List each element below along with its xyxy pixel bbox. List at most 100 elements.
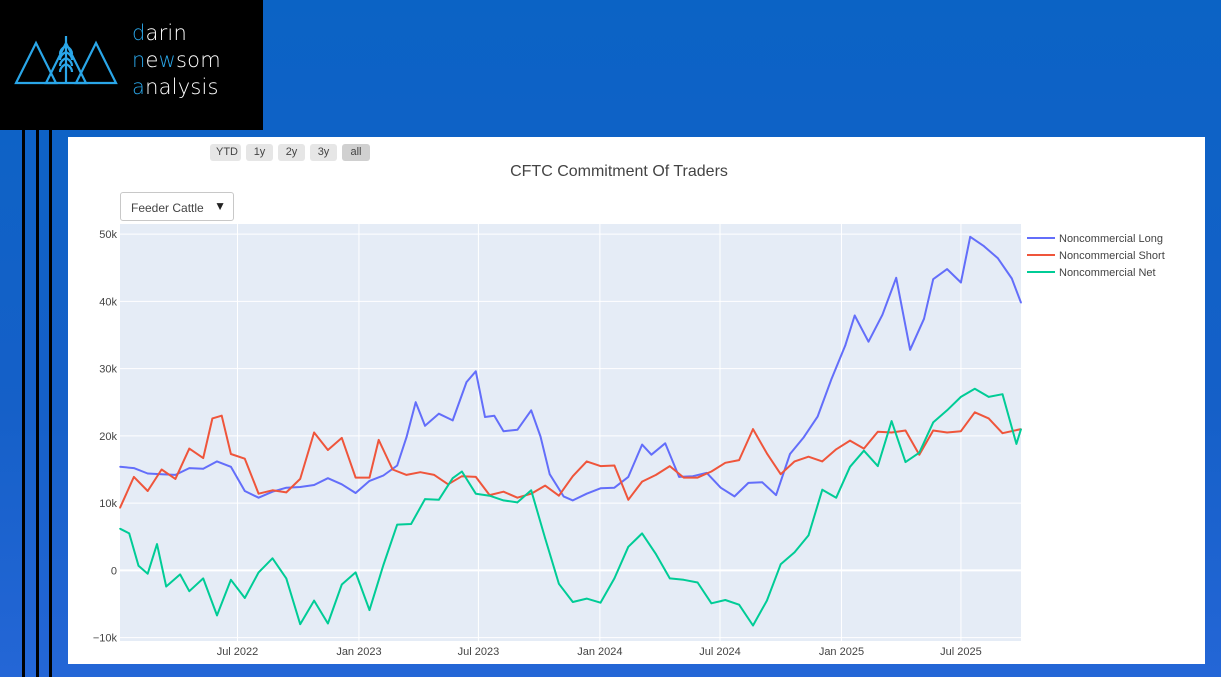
data-point	[243, 597, 246, 599]
data-point	[424, 424, 426, 427]
brand-logo: darin newsom analysis	[0, 0, 263, 130]
data-point	[257, 571, 260, 574]
data-point	[572, 475, 574, 478]
data-point	[156, 543, 158, 545]
data-point	[562, 495, 565, 498]
x-axis: Jul 2022 Jan 2023 Jul 2023 Jan 2024 Jul 2024…	[217, 646, 982, 658]
data-point	[188, 590, 191, 593]
data-point	[863, 447, 865, 450]
data-point	[655, 553, 657, 556]
data-point	[539, 435, 542, 438]
y-tick-label: 10k	[99, 498, 117, 510]
data-point	[544, 537, 546, 539]
legend-item[interactable]: Noncommercial Net	[1027, 267, 1156, 279]
y-tick-label: 50k	[99, 229, 117, 241]
data-point	[946, 409, 948, 412]
data-point	[1020, 428, 1022, 430]
decorative-bar	[22, 130, 25, 677]
data-point	[216, 460, 218, 463]
data-point	[821, 488, 824, 491]
mountain-wheat-icon	[14, 36, 118, 85]
data-point	[474, 492, 477, 495]
data-point	[461, 475, 463, 478]
data-point	[133, 476, 135, 478]
legend[interactable]: Noncommercial Long Noncommercial Short Non…	[1027, 233, 1165, 279]
range-button-3y[interactable]: 3y	[310, 144, 337, 161]
data-point	[327, 622, 329, 625]
data-point	[641, 480, 643, 483]
data-point	[599, 487, 602, 490]
data-point	[313, 599, 315, 602]
data-point	[243, 490, 246, 492]
data-point	[710, 602, 713, 605]
data-point	[803, 436, 805, 439]
data-point	[451, 477, 454, 480]
data-point	[396, 523, 399, 526]
data-point	[544, 484, 546, 487]
data-point	[558, 494, 560, 497]
data-point	[396, 464, 399, 467]
decorative-bar	[36, 130, 39, 677]
data-point	[271, 489, 274, 492]
data-point	[655, 474, 657, 476]
decorative-bar	[49, 130, 52, 677]
data-point	[548, 473, 551, 476]
legend-label: Noncommercial Long	[1059, 233, 1163, 245]
commodity-dropdown[interactable]: Feeder Cattle ▼	[120, 192, 234, 221]
data-point	[257, 492, 260, 495]
data-point	[465, 381, 468, 383]
data-point	[696, 476, 699, 479]
range-button-2y[interactable]: 2y	[278, 144, 305, 161]
data-point	[133, 467, 135, 469]
data-point	[779, 563, 782, 566]
data-point	[243, 457, 246, 460]
data-point	[890, 431, 893, 434]
data-point	[867, 340, 870, 343]
data-point	[876, 431, 879, 433]
data-point	[354, 476, 357, 479]
data-point	[474, 476, 477, 478]
data-point	[599, 601, 602, 604]
chart-title: CFTC Commitment Of Traders	[510, 163, 728, 180]
data-point	[119, 527, 121, 530]
data-point	[405, 436, 408, 439]
data-point	[216, 614, 218, 617]
data-point	[613, 577, 616, 580]
data-point	[516, 496, 519, 499]
data-point	[779, 473, 782, 476]
data-point	[821, 460, 824, 463]
data-point	[627, 498, 630, 501]
data-point	[488, 494, 491, 497]
data-point	[987, 417, 990, 420]
data-point	[585, 492, 588, 495]
data-point	[960, 430, 962, 432]
data-point	[230, 453, 232, 455]
data-point	[368, 476, 371, 479]
x-tick-label: Jul 2024	[699, 646, 741, 658]
data-point	[340, 483, 343, 486]
data-point	[775, 494, 777, 496]
data-point	[669, 577, 671, 580]
data-point	[946, 268, 948, 270]
legend-item[interactable]: Noncommercial Long	[1027, 233, 1163, 245]
data-point	[724, 461, 727, 464]
data-point	[188, 467, 191, 469]
x-tick-label: Jul 2022	[217, 646, 259, 658]
range-button-all[interactable]: all	[342, 144, 370, 161]
data-point	[424, 498, 426, 500]
data-point	[137, 564, 140, 567]
series-2	[119, 411, 1022, 509]
range-button-1y[interactable]: 1y	[246, 144, 273, 161]
data-point	[696, 581, 699, 584]
legend-item[interactable]: Noncommercial Short	[1027, 250, 1165, 262]
range-button-ytd[interactable]: YTD	[210, 144, 241, 161]
data-point	[368, 480, 371, 482]
data-point	[202, 457, 204, 459]
data-point	[502, 490, 505, 493]
data-point	[932, 429, 935, 432]
brand-wordmark: darin newsom analysis	[132, 21, 221, 99]
data-point	[340, 437, 343, 439]
data-point	[816, 415, 819, 418]
data-point	[918, 453, 921, 456]
